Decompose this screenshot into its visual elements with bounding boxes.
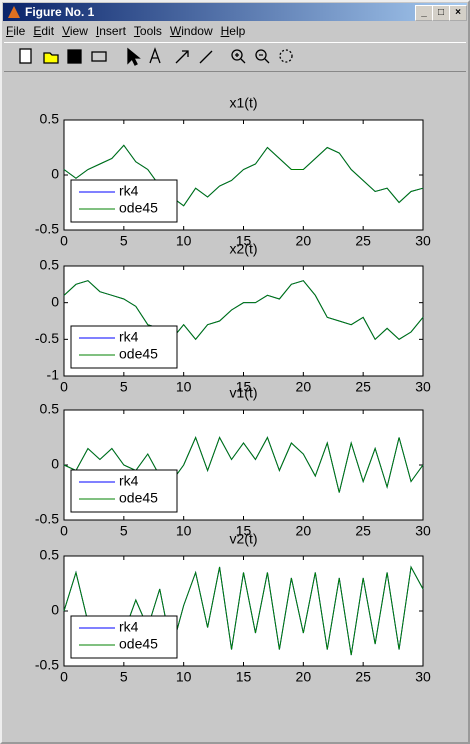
x-tick-label: 20 [296, 669, 312, 685]
chart-title: v1(t) [230, 385, 258, 401]
x-tick-label: 25 [355, 523, 371, 539]
legend-label: ode45 [119, 346, 158, 362]
series-line [63, 280, 424, 341]
x-tick-label: 5 [120, 669, 128, 685]
y-tick-label: 0 [51, 456, 59, 472]
x-tick-label: 15 [236, 523, 252, 539]
x-tick-label: 15 [236, 379, 252, 395]
app-icon [8, 6, 20, 18]
menu-item[interactable]: Help [220, 24, 246, 38]
x-tick-label: 15 [236, 669, 252, 685]
x-tick-label: 5 [120, 523, 128, 539]
legend-label: ode45 [119, 200, 158, 216]
y-tick-label: -0.5 [35, 511, 59, 527]
toolbar [4, 42, 466, 72]
menu-item[interactable]: Window [169, 24, 213, 38]
y-tick-label: -0.5 [35, 221, 59, 237]
series-line [63, 144, 424, 207]
menu-bar: File Edit View Insert Tools Window Help [6, 23, 253, 40]
x-tick-label: 5 [120, 379, 128, 395]
x-tick-label: 10 [176, 233, 192, 249]
x-tick-label: 0 [60, 669, 68, 685]
x-tick-label: 20 [296, 233, 312, 249]
menu-item[interactable]: View [62, 24, 88, 38]
menu-item[interactable]: File [6, 24, 26, 38]
legend-box [70, 325, 178, 369]
y-tick-label: 0.5 [40, 257, 60, 273]
y-tick-label: 0.5 [40, 547, 60, 563]
legend-box [70, 179, 178, 223]
y-tick-label: -0.5 [35, 657, 59, 673]
y-tick-label: 0.5 [40, 401, 60, 417]
x-tick-label: 30 [415, 379, 431, 395]
y-tick-label: -0.5 [35, 330, 59, 346]
legend-label: rk4 [119, 473, 139, 489]
x-tick-label: 0 [60, 523, 68, 539]
legend-label: rk4 [119, 329, 139, 345]
menu-item[interactable]: Insert [95, 24, 126, 38]
series-line [63, 436, 424, 493]
legend-box [70, 615, 178, 659]
x-tick-label: 25 [355, 669, 371, 685]
x-tick-label: 0 [60, 233, 68, 249]
y-tick-label: 0.5 [40, 111, 60, 127]
x-tick-label: 10 [176, 379, 192, 395]
legend-label: ode45 [119, 636, 158, 652]
maximize-button[interactable]: □ [432, 5, 450, 21]
x-tick-label: 25 [355, 233, 371, 249]
x-tick-label: 10 [176, 523, 192, 539]
x-tick-label: 5 [120, 233, 128, 249]
plot-area [63, 265, 424, 377]
y-tick-label: 0 [51, 293, 59, 309]
x-tick-label: 10 [176, 669, 192, 685]
x-tick-label: 15 [236, 233, 252, 249]
y-tick-label: 0 [51, 166, 59, 182]
y-tick-label: -1 [47, 367, 60, 383]
legend-label: rk4 [119, 619, 139, 635]
x-tick-label: 20 [296, 523, 312, 539]
chart-title: x2(t) [230, 241, 258, 257]
x-tick-label: 25 [355, 379, 371, 395]
title-bar: Figure No. 1 _ □ × [3, 3, 467, 21]
legend-box [70, 469, 178, 513]
toolbar-icons [19, 47, 293, 66]
close-button[interactable]: × [449, 5, 467, 21]
x-tick-label: 30 [415, 669, 431, 685]
x-tick-label: 30 [415, 523, 431, 539]
x-tick-label: 30 [415, 233, 431, 249]
legend-label: ode45 [119, 490, 158, 506]
x-tick-label: 20 [296, 379, 312, 395]
legend-label: rk4 [119, 183, 139, 199]
chart-title: v2(t) [230, 531, 258, 547]
x-tick-label: 0 [60, 379, 68, 395]
menu-item[interactable]: Tools [133, 24, 162, 38]
window-title: Figure No. 1 [25, 5, 95, 19]
menu-item[interactable]: Edit [33, 24, 55, 38]
y-tick-label: 0 [51, 602, 59, 618]
chart-title: x1(t) [230, 95, 258, 111]
